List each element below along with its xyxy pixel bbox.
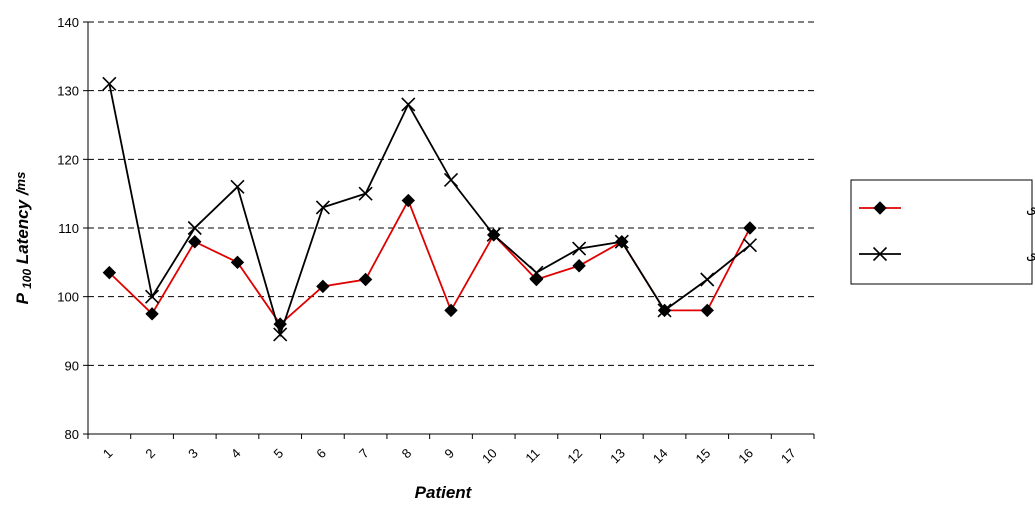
y-axis-title-sub: 100 [20,269,34,289]
x-marker-stroke [872,246,888,262]
x-tick-label: 15 [693,446,714,467]
y-axis-title-unit: ms [13,172,28,191]
series-0-point [188,235,202,249]
series-1-point [230,179,245,194]
x-marker-stroke [358,186,373,201]
series-1-point [144,289,160,304]
series-1-point [315,200,330,215]
x-tick-label: 6 [313,446,329,462]
x-marker-stroke [657,303,672,318]
x-axis-title: Patient [415,483,473,502]
x-tick-label: 3 [185,446,201,462]
x-marker-stroke [230,179,245,194]
x-tick-label: 17 [778,446,799,467]
x-tick-label: 7 [356,446,372,462]
series-0-point [700,303,714,318]
series-1-point [486,227,501,242]
x-marker-stroke [187,220,202,236]
legend-box [850,179,1033,285]
x-marker-stroke [700,272,715,287]
series-1-point [358,186,373,201]
x-marker-stroke [529,265,544,280]
y-axis-title-rest: Latency / [13,188,32,269]
x-marker-stroke [102,76,117,91]
y-tick-label: 90 [65,358,79,373]
series-0-point [102,265,117,280]
x-tick-label: 5 [271,446,287,462]
series-0-point [316,279,330,294]
x-marker-stroke [486,227,501,242]
x-marker-stroke [572,241,587,256]
y-tick-label: 80 [65,427,79,442]
y-tick-label: 140 [57,15,79,30]
gridlines [88,21,814,366]
x-tick-label: 14 [650,446,671,467]
x-tick-label: 16 [735,446,756,467]
x-tick-label: 10 [479,446,500,467]
x-marker-stroke [742,238,758,253]
series-0-point [273,317,287,331]
series-1-point [187,220,202,236]
legend-swatch-marker [872,246,888,262]
series-1-point [273,327,288,342]
series-0-point [572,259,586,273]
series-0-point [743,221,757,235]
x-tick-label: 12 [564,446,585,467]
series-layer [102,76,758,342]
series-0-point [230,255,245,270]
series-1-point [443,172,459,187]
series-1-point [102,76,117,91]
legend-label: بیماران دیالیزی [1026,246,1035,263]
series-1-point [572,241,587,256]
legend-swatch-marker [873,201,887,215]
axes [83,21,815,439]
series-1-point [614,234,629,249]
y-axis-title-main: P [13,289,32,304]
series-0-point [444,303,458,318]
x-marker-stroke [401,97,416,112]
series-1-point [529,265,544,280]
x-tick-label: 11 [522,446,542,466]
x-marker-stroke [273,327,288,342]
series-1-point [657,303,672,318]
x-tick-label: 9 [441,446,457,462]
y-tick-label: 130 [57,84,79,99]
legend-label: بیماران پیوندی [1026,200,1035,217]
x-tick-label: 13 [607,446,628,467]
x-tick-label: 1 [100,446,116,462]
y-tick-label: 100 [57,290,79,305]
series-0-point [145,307,159,321]
y-tick-label: 120 [57,152,79,167]
x-marker-stroke [443,172,459,187]
series-0-point [401,193,416,208]
series-1-point [401,97,416,112]
x-tick-label: 2 [142,446,158,462]
series-line-0 [108,198,751,326]
x-tick-label: 4 [228,446,244,462]
x-marker-stroke [315,200,330,215]
y-axis-title: P 100 Latency /ms [13,172,34,305]
series-0-point [358,272,373,287]
x-marker-stroke [144,289,160,304]
y-tick-label: 110 [58,221,79,236]
series-1-point [700,272,715,287]
series-1-point [742,238,758,253]
x-marker-stroke [614,234,629,249]
series-line-1 [108,83,751,338]
legend: بیماران پیوندی بیماران دیالیزی [850,179,1035,285]
x-tick-label: 8 [399,446,415,462]
